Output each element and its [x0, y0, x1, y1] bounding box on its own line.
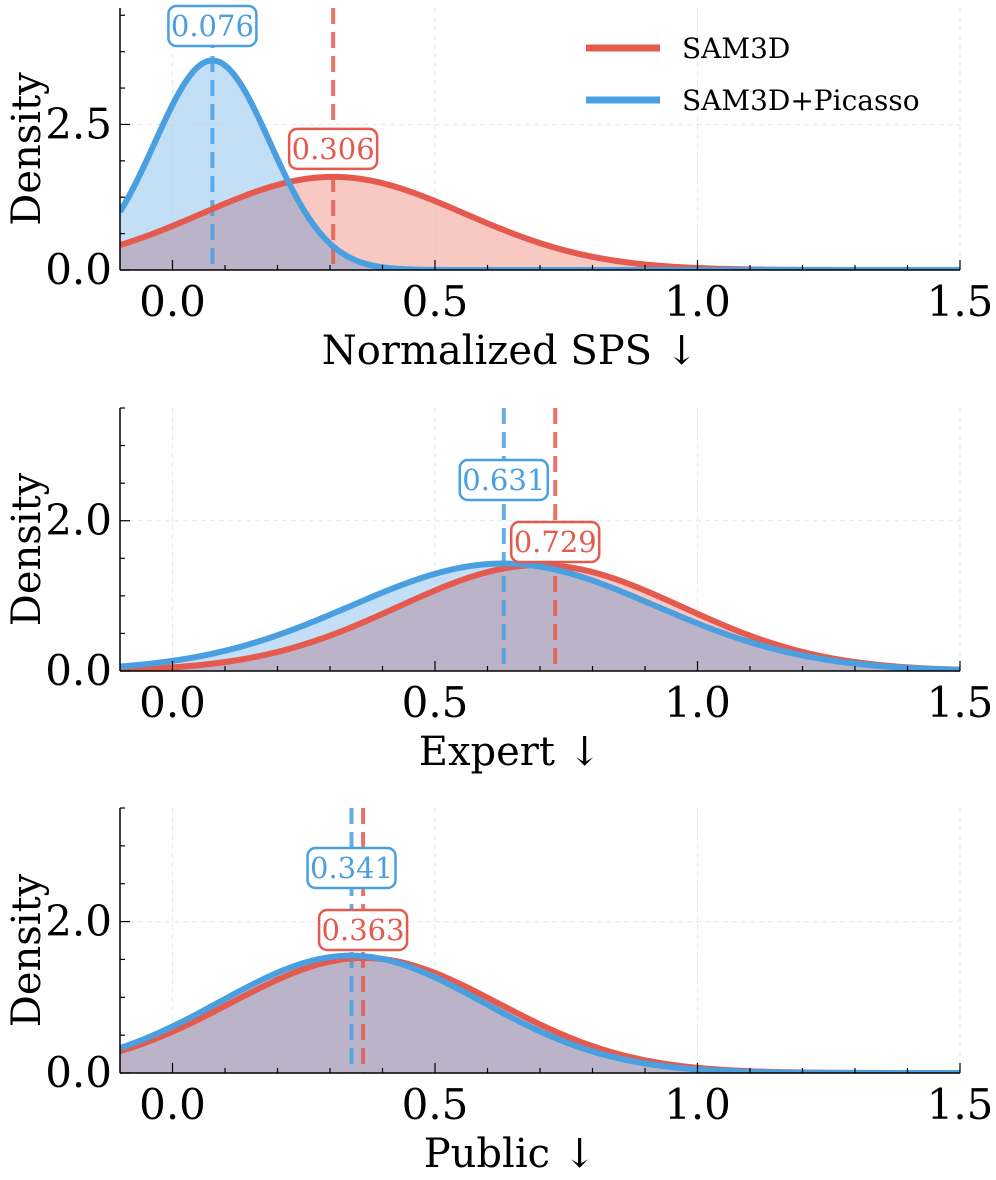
x-tick-label: 0.5 — [402, 1080, 469, 1129]
annotation-box — [458, 458, 550, 502]
x-tick-label: 0.0 — [139, 277, 206, 326]
x-tick-label: 1.5 — [927, 1080, 994, 1129]
annotation-box — [167, 4, 258, 48]
x-axis-label: Expert ↓ — [419, 729, 601, 775]
annotation-1: 0.341 — [306, 846, 397, 890]
y-tick-label: 2.0 — [45, 897, 112, 946]
annotation-0: 0.306 — [287, 127, 379, 171]
annotation-1: 0.076 — [167, 4, 258, 48]
x-tick-label: 0.0 — [139, 678, 206, 727]
annotation-value: 0.631 — [462, 463, 545, 497]
x-tick-label: 1.5 — [927, 678, 994, 727]
annotation-value: 0.729 — [514, 525, 597, 559]
x-tick-label: 0.5 — [402, 277, 469, 326]
x-tick-label: 0.0 — [139, 1080, 206, 1129]
legend: SAM3D SAM3D+Picasso — [586, 32, 920, 117]
legend-entry: SAM3D+Picasso — [682, 84, 920, 117]
density-panel-1: 0.0 0.5 1.0 1.5 0.0 2.5 Normalized SPS ↓ Densit… — [4, 4, 994, 374]
density-panel-2: 0.0 0.5 1.0 1.5 0.0 2.0 Expert ↓ Density 0.729 0.… — [4, 407, 994, 775]
x-axis-label: Normalized SPS ↓ — [322, 328, 699, 374]
plot-area — [120, 808, 960, 1073]
x-tick-label: 1.5 — [927, 277, 994, 326]
x-tick-label: 1.0 — [664, 678, 731, 727]
x-tick-label: 1.0 — [664, 1080, 731, 1129]
y-axis-label: Density — [4, 472, 50, 626]
annotation-1: 0.631 — [458, 458, 550, 502]
y-axis-label: Density — [4, 873, 50, 1027]
x-axis-label: Public ↓ — [424, 1131, 597, 1177]
annotation-box — [306, 846, 397, 890]
y-axis-label: Density — [4, 72, 50, 226]
annotation-0: 0.729 — [509, 520, 601, 564]
annotation-value: 0.076 — [171, 9, 254, 43]
annotation-value: 0.341 — [310, 851, 393, 885]
y-tick-label: 2.5 — [45, 99, 112, 148]
annotation-box — [317, 908, 409, 952]
annotation-box — [287, 127, 379, 171]
annotation-value: 0.306 — [292, 132, 375, 166]
legend-entry: SAM3D — [682, 32, 790, 65]
density-panel-3: 0.0 0.5 1.0 1.5 0.0 2.0 Public ↓ Density 0.363 0.… — [4, 807, 994, 1177]
y-tick-label: 2.0 — [45, 496, 112, 545]
x-tick-label: 1.0 — [664, 277, 731, 326]
annotation-0: 0.363 — [317, 908, 409, 952]
density-curve-1 — [120, 560, 960, 671]
y-tick-label: 0.0 — [45, 646, 112, 695]
y-tick-label: 0.0 — [45, 245, 112, 294]
annotation-box — [509, 520, 601, 564]
annotation-value: 0.363 — [322, 913, 405, 947]
density-overlap — [120, 957, 960, 1073]
y-tick-label: 0.0 — [45, 1048, 112, 1097]
density-curve-1 — [120, 57, 960, 270]
density-overlap — [120, 182, 960, 270]
x-tick-label: 0.5 — [402, 678, 469, 727]
plot-area — [120, 8, 960, 270]
